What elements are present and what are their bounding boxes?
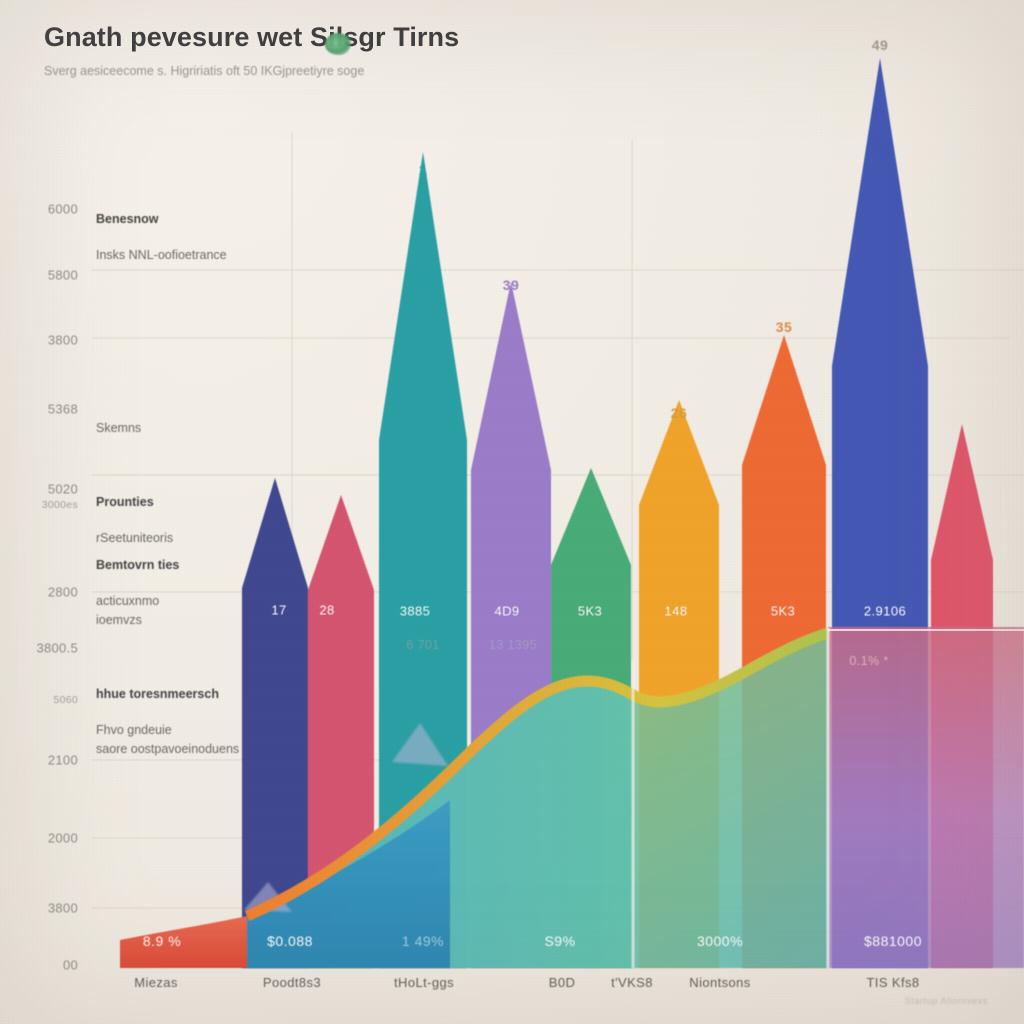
y-tick-2: 3800: [47, 332, 78, 348]
watermark-text: Startup Allornvexs: [904, 996, 988, 1006]
x-tick-1: Poodt8s3: [262, 975, 322, 990]
bar-value-label-2: 3885: [399, 603, 431, 619]
y-tick-8: 5060: [53, 694, 78, 706]
bar-value-label-7: 2.9106: [863, 603, 907, 619]
annotation-4: Bemtovrn ties acticuxnmo ioemvzs: [96, 538, 179, 629]
annotation-5-body: Fhvo gndeuie saore oostpavoeinoduens: [96, 723, 240, 756]
y-tick-12: 00: [62, 957, 78, 973]
bar-value-label-1: 28: [319, 602, 335, 618]
x-tick-0: Miezas: [134, 975, 178, 990]
bar-sub-label-0: 6 701: [406, 638, 440, 652]
annotation-4-body: acticuxnmo ioemvzs: [96, 594, 160, 627]
x-tick-3: B0D: [548, 975, 576, 990]
leaf-glyph-icon: [325, 33, 351, 55]
annotation-5-heading: hhue toresnmeersch: [96, 687, 219, 702]
y-tick-4: 5020: [47, 481, 78, 497]
x-tick-5: Niontsons: [689, 975, 751, 990]
area-label-1: $0.088: [267, 933, 313, 949]
bar-sub-label-1: 13 1395: [489, 638, 537, 652]
bar-value-label-4: 5K3: [577, 603, 603, 619]
area-seg-darkblue: [247, 800, 450, 968]
y-tick-11: 3800: [47, 900, 78, 916]
bar-top-label-6: 35: [775, 319, 793, 335]
annotation-3: Prounties rSeetuniteoris: [96, 475, 173, 548]
y-tick-0: 6000: [47, 201, 78, 217]
y-tick-10: 2000: [47, 830, 78, 846]
area-seg-red: [120, 916, 247, 968]
y-tick-1: 5800: [47, 267, 78, 283]
y-tick-3: 5368: [47, 401, 78, 417]
y-tick-9: 2100: [47, 752, 78, 768]
chart-header: Gnath pevesure wet Silsgr Tirns Sverg ae…: [44, 22, 664, 78]
bar-top-label-2: 1: [418, 162, 428, 178]
annotation-2-body: Skemns: [96, 421, 142, 436]
annotation-3-body: rSeetuniteoris: [96, 531, 174, 546]
annotation-1: Benesnow Insks NNL-oofioetrance: [96, 192, 227, 265]
area-top-line: [244, 627, 830, 922]
bar-value-label-5: 148: [664, 603, 688, 619]
annotation-1-body: Insks NNL-oofioetrance: [96, 248, 227, 263]
bar-value-label-6: 5K3: [770, 603, 796, 619]
annotation-4-heading: Bemtovrn ties: [96, 558, 180, 573]
area-label-0: 8.9 %: [142, 933, 182, 949]
area-label-3: S9%: [544, 933, 576, 949]
area-label-5: $881000: [863, 933, 923, 949]
y-tick-6: 2800: [47, 584, 78, 600]
area-seg-purple: [828, 627, 1024, 968]
x-tick-6: TIS Kfs8: [866, 975, 920, 990]
annotation-1-heading: Benesnow: [96, 212, 159, 227]
annotation-2: Skemns: [96, 401, 141, 437]
area-label-4: 3000%: [696, 933, 744, 949]
area-hill-lavender-2: [392, 723, 448, 766]
bar-value-label-3: 4D9: [494, 603, 520, 619]
bar-top-label-5: 26: [670, 405, 688, 421]
bar-value-label-0: 17: [271, 602, 287, 618]
chart-subtitle: Sverg aesiceecome s. Higririatis oft 50 …: [44, 64, 365, 79]
bar-top-label-7: 49: [871, 37, 889, 53]
x-tick-4: t'VKS8: [611, 975, 653, 990]
annotation-5: hhue toresnmeersch Fhvo gndeuie saore oo…: [96, 667, 239, 758]
area-chart-group: [120, 627, 1024, 968]
page-title: Gnath pevesure wet Silsgr Tirns: [44, 22, 460, 52]
bar-0: [242, 478, 308, 968]
y-tick-7: 3800.5: [36, 640, 78, 656]
y-tick-5: 3000es: [41, 499, 78, 511]
annotation-3-heading: Prounties: [96, 495, 154, 510]
bar-sub-label-2: 0.1% *: [849, 654, 889, 668]
area-label-2: 1 49%: [401, 933, 445, 949]
bar-top-label-3: 39: [502, 277, 520, 293]
x-tick-2: tHoLt-ggs: [394, 975, 454, 990]
